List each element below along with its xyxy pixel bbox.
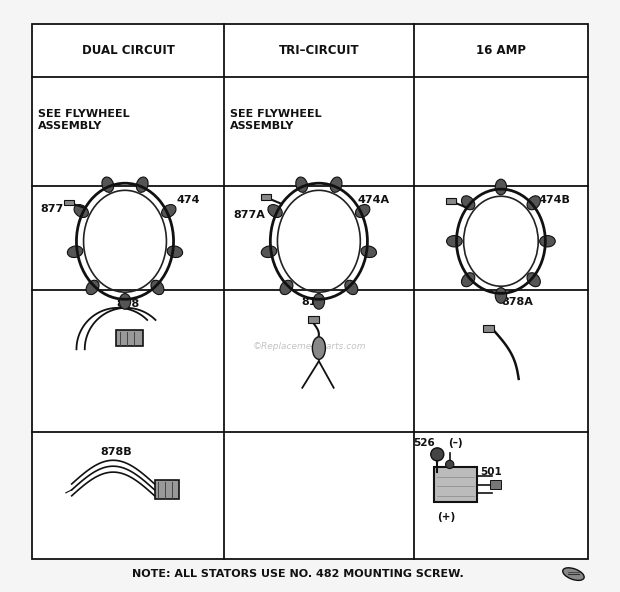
- Ellipse shape: [312, 337, 326, 359]
- Bar: [116, 330, 143, 346]
- Text: SEE FLYWHEEL
ASSEMBLY: SEE FLYWHEEL ASSEMBLY: [230, 109, 322, 131]
- Text: NOTE: ALL STATORS USE NO. 482 MOUNTING SCREW.: NOTE: ALL STATORS USE NO. 482 MOUNTING S…: [132, 569, 464, 579]
- Ellipse shape: [68, 246, 83, 258]
- Bar: [483, 325, 494, 332]
- Ellipse shape: [355, 205, 370, 217]
- Ellipse shape: [296, 177, 308, 192]
- Ellipse shape: [102, 177, 113, 192]
- Bar: [490, 481, 500, 489]
- Text: 878A: 878A: [501, 297, 533, 307]
- Ellipse shape: [563, 568, 584, 580]
- Text: ©ReplacementParts.com: ©ReplacementParts.com: [253, 342, 367, 351]
- Text: 501: 501: [480, 468, 502, 477]
- Bar: [435, 468, 477, 502]
- Ellipse shape: [345, 280, 358, 295]
- Text: 878: 878: [117, 299, 140, 309]
- Circle shape: [431, 448, 444, 461]
- Ellipse shape: [495, 179, 507, 195]
- Ellipse shape: [162, 205, 176, 217]
- Ellipse shape: [313, 294, 324, 309]
- Text: 814: 814: [301, 297, 324, 307]
- Text: 16 AMP: 16 AMP: [476, 44, 526, 57]
- Text: 878B: 878B: [100, 447, 132, 457]
- Ellipse shape: [74, 205, 89, 217]
- Text: 877: 877: [41, 204, 64, 214]
- Ellipse shape: [151, 280, 164, 295]
- Text: SEE FLYWHEEL
ASSEMBLY: SEE FLYWHEEL ASSEMBLY: [38, 109, 130, 131]
- FancyBboxPatch shape: [64, 200, 74, 205]
- Text: 526: 526: [414, 439, 435, 449]
- Ellipse shape: [495, 288, 507, 303]
- Text: DUAL CIRCUIT: DUAL CIRCUIT: [81, 44, 174, 57]
- Bar: [308, 316, 319, 323]
- Text: 474A: 474A: [358, 195, 390, 205]
- Ellipse shape: [330, 177, 342, 192]
- Ellipse shape: [268, 205, 282, 217]
- Polygon shape: [32, 24, 588, 559]
- FancyBboxPatch shape: [446, 198, 456, 204]
- Ellipse shape: [539, 236, 556, 247]
- Ellipse shape: [527, 273, 541, 287]
- Text: TRI–CIRCUIT: TRI–CIRCUIT: [278, 44, 359, 57]
- Ellipse shape: [280, 280, 293, 295]
- Ellipse shape: [461, 196, 475, 210]
- Ellipse shape: [261, 246, 277, 258]
- Text: 474B: 474B: [539, 195, 570, 205]
- Ellipse shape: [136, 177, 148, 192]
- Ellipse shape: [361, 246, 376, 258]
- Ellipse shape: [167, 246, 183, 258]
- Ellipse shape: [461, 273, 475, 287]
- Circle shape: [446, 461, 454, 469]
- Ellipse shape: [446, 236, 462, 247]
- FancyBboxPatch shape: [260, 194, 271, 200]
- Text: (–): (–): [448, 439, 463, 449]
- Text: 474: 474: [177, 195, 200, 205]
- Ellipse shape: [527, 196, 541, 210]
- Ellipse shape: [119, 294, 131, 309]
- Text: 877A: 877A: [233, 210, 265, 220]
- Ellipse shape: [86, 280, 99, 295]
- Text: (+): (+): [437, 512, 456, 522]
- Bar: [154, 481, 179, 499]
